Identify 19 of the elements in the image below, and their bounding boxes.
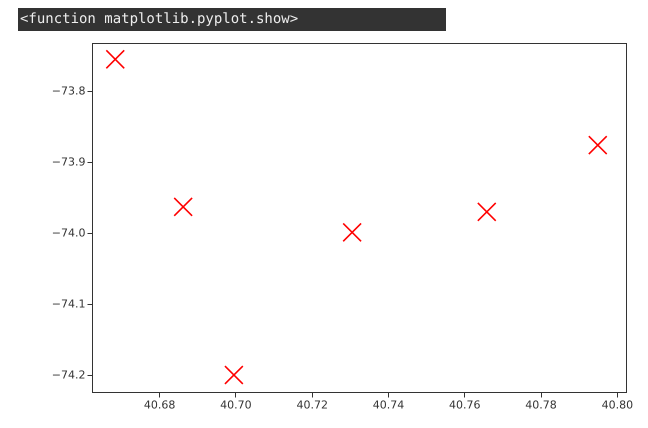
point: [224, 365, 244, 385]
x-tick-label: 40.76: [449, 398, 481, 412]
point: [588, 135, 608, 155]
y-tick-label: −74.2: [52, 368, 86, 382]
x-tick-label: 40.72: [296, 398, 328, 412]
x-tick-label: 40.70: [220, 398, 252, 412]
chart-title: <function matplotlib.pyplot.show>: [18, 8, 446, 31]
x-tick-label: 40.80: [602, 398, 634, 412]
point: [173, 197, 193, 217]
point: [477, 202, 497, 222]
point: [106, 50, 126, 70]
y-tick-label: −73.8: [52, 84, 86, 98]
y-tick-label: −74.1: [52, 298, 86, 311]
y-tick-label: −74.0: [52, 226, 86, 240]
x-tick-label: 40.74: [372, 398, 404, 412]
x-tick-label: 40.78: [525, 398, 557, 412]
y-tick-label: −73.9: [52, 156, 86, 169]
point: [342, 222, 362, 242]
x-tick-label: 40.68: [144, 398, 176, 412]
